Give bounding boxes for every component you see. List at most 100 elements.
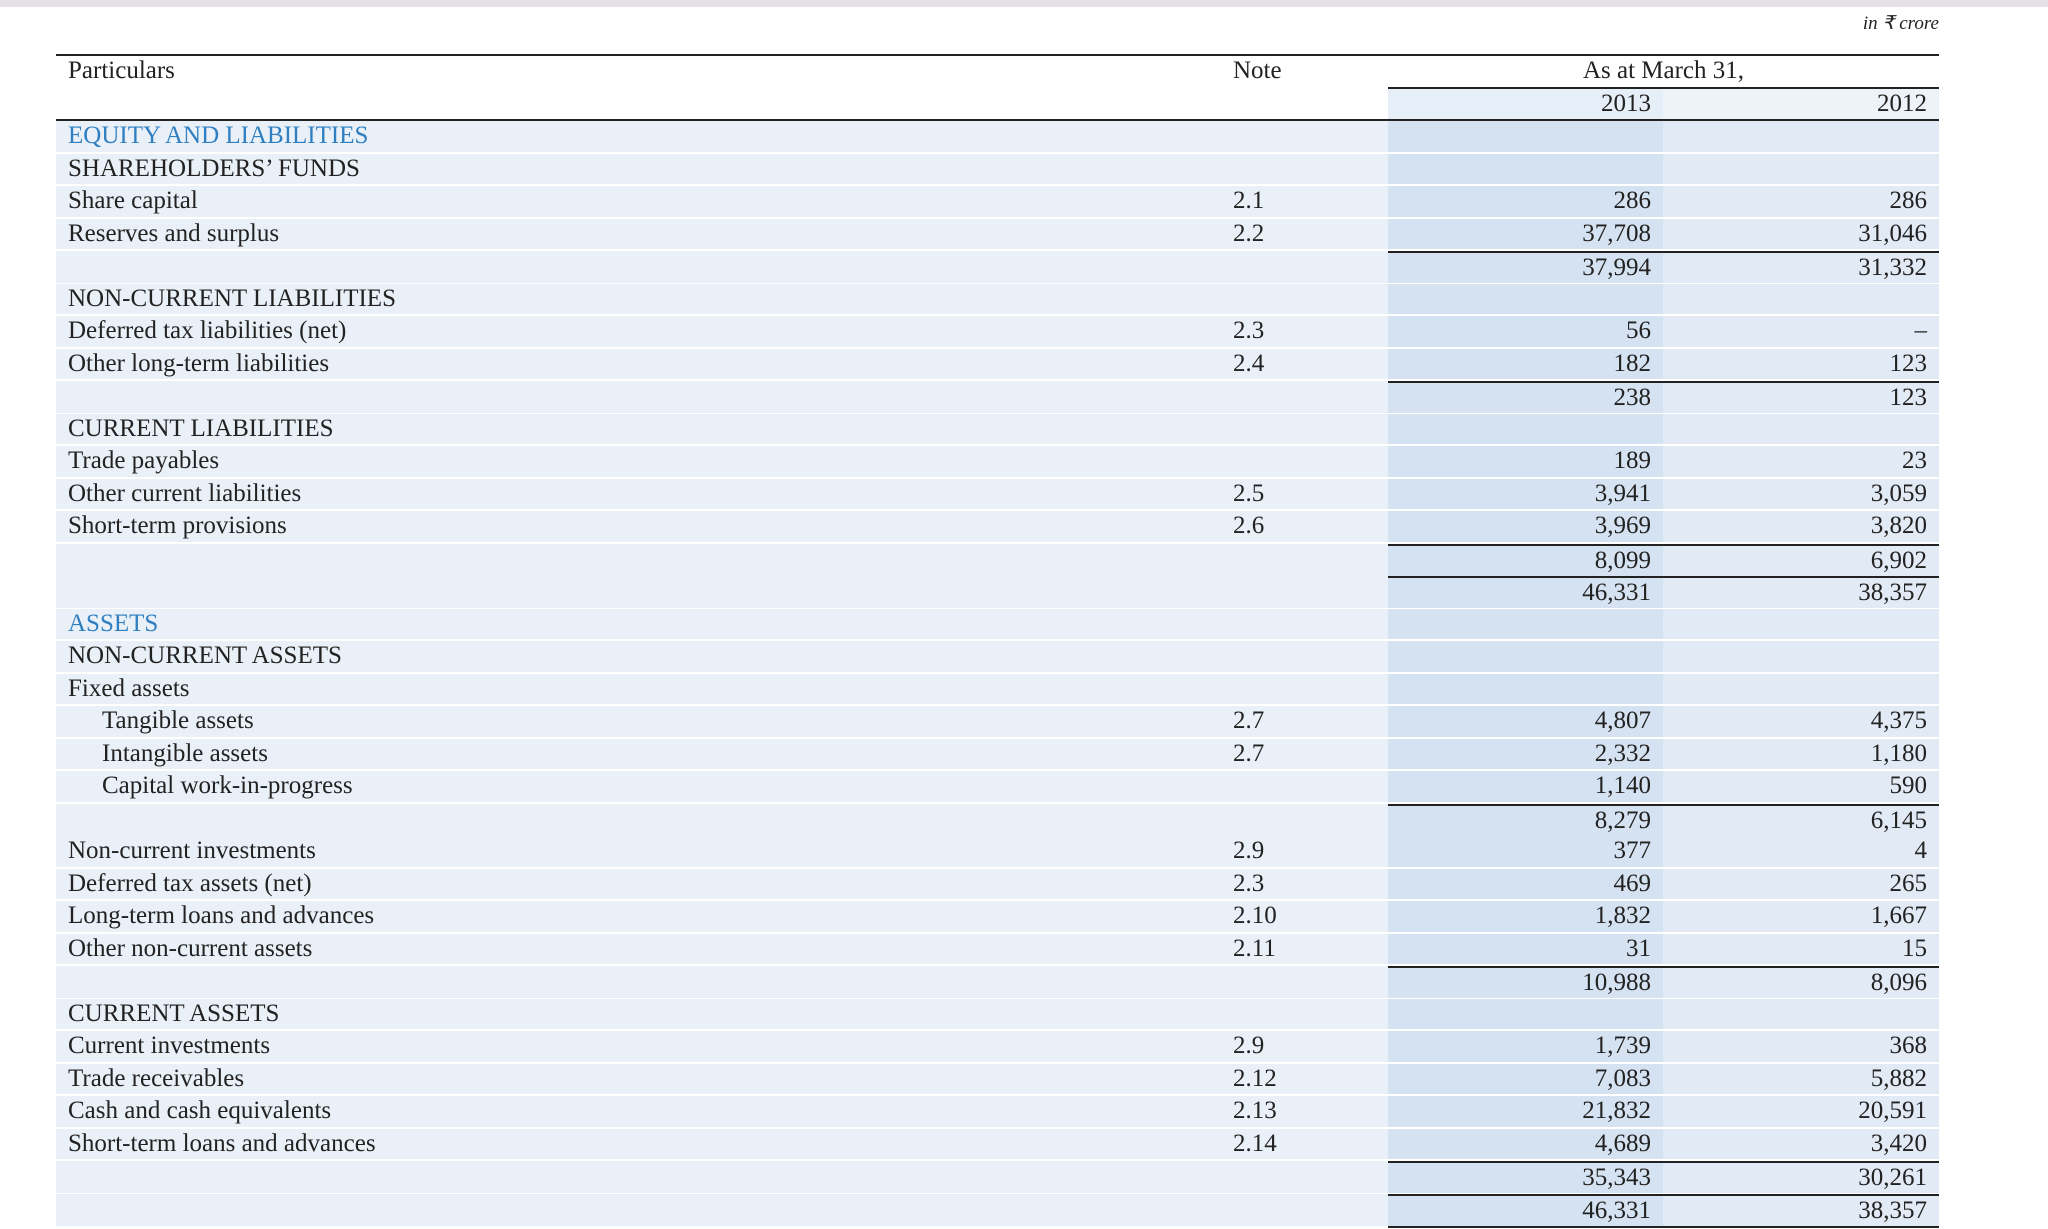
value-2012: 3,820 [1663, 511, 1939, 544]
value-2012 [1663, 998, 1939, 1031]
table-row: Short-term provisions 2.6 3,969 3,820 [56, 511, 1939, 544]
table-row: NON-CURRENT ASSETS [56, 641, 1939, 674]
value-2012: 4,375 [1663, 706, 1939, 739]
value-2012 [1663, 121, 1939, 154]
note: 2.9 [1221, 1031, 1388, 1064]
table-row: Tangible assets 2.7 4,807 4,375 [56, 706, 1939, 739]
particular: Deferred tax liabilities (net) [56, 316, 1221, 349]
value-2012: 3,059 [1663, 478, 1939, 511]
note [1221, 446, 1388, 479]
value-2012: 38,357 [1663, 576, 1939, 610]
note-header: Note [1221, 56, 1388, 89]
table-row: CURRENT ASSETS [56, 998, 1939, 1031]
particular [56, 966, 1221, 1000]
particular: Capital work-in-progress [56, 771, 1221, 804]
value-2013: 4,807 [1388, 706, 1663, 739]
value-2013: 35,343 [1388, 1161, 1663, 1195]
value-2013: 4,689 [1388, 1128, 1663, 1161]
particular: EQUITY AND LIABILITIES [56, 121, 1221, 154]
value-2012 [1663, 608, 1939, 641]
value-2012 [1663, 673, 1939, 706]
note: 2.4 [1221, 348, 1388, 381]
value-2013: 37,708 [1388, 218, 1663, 251]
value-2012: 20,591 [1663, 1096, 1939, 1129]
table-row: Intangible assets 2.7 2,332 1,180 [56, 738, 1939, 771]
table-row: 46,331 38,357 [56, 576, 1939, 610]
value-2013 [1388, 608, 1663, 641]
table-row: 10,988 8,096 [56, 966, 1939, 1000]
note [1221, 1193, 1388, 1228]
particular: Long-term loans and advances [56, 901, 1221, 934]
particular [56, 1193, 1221, 1228]
table-row: Short-term loans and advances 2.14 4,689 3,… [56, 1128, 1939, 1161]
table-row: Fixed assets [56, 673, 1939, 706]
period-header: As at March 31, [1388, 56, 1939, 89]
particular [56, 1161, 1221, 1195]
table-row: Current investments 2.9 1,739 368 [56, 1031, 1939, 1064]
value-2012: 590 [1663, 771, 1939, 804]
value-2013: 1,739 [1388, 1031, 1663, 1064]
particular: CURRENT ASSETS [56, 998, 1221, 1031]
value-2013: 377 [1388, 836, 1663, 869]
table-row: Capital work-in-progress 1,140 590 [56, 771, 1939, 804]
value-2012 [1663, 641, 1939, 674]
value-2013: 46,331 [1388, 576, 1663, 610]
note [1221, 413, 1388, 446]
table-row: Other non-current assets 2.11 31 15 [56, 933, 1939, 966]
note [1221, 771, 1388, 804]
note: 2.10 [1221, 901, 1388, 934]
year-header: 2012 [1663, 88, 1939, 119]
table-row: Other long-term liabilities 2.4 182 123 [56, 348, 1939, 381]
value-2013 [1388, 413, 1663, 446]
value-2013 [1388, 121, 1663, 154]
particular: Fixed assets [56, 673, 1221, 706]
particular: ASSETS [56, 608, 1221, 641]
table-row: 46,331 38,357 [56, 1193, 1939, 1228]
value-2013: 7,083 [1388, 1063, 1663, 1096]
particular: Short-term provisions [56, 511, 1221, 544]
particular: Reserves and surplus [56, 218, 1221, 251]
table-row: Cash and cash equivalents 2.13 21,832 20,59… [56, 1096, 1939, 1129]
table-row: 8,099 6,902 [56, 543, 1939, 578]
note: 2.13 [1221, 1096, 1388, 1129]
value-2012: 15 [1663, 933, 1939, 966]
note [1221, 121, 1388, 154]
particular: Non-current investments [56, 836, 1221, 869]
unit-label: in ₹ crore [1862, 13, 1939, 34]
value-2012: 1,180 [1663, 738, 1939, 771]
particular: Other current liabilities [56, 478, 1221, 511]
value-2012: 286 [1663, 186, 1939, 219]
particular [56, 251, 1221, 285]
note [1221, 998, 1388, 1031]
value-2012: 38,357 [1663, 1193, 1939, 1228]
particular: Current investments [56, 1031, 1221, 1064]
table-row: 37,994 31,332 [56, 251, 1939, 285]
table-row: ASSETS [56, 608, 1939, 641]
note: 2.3 [1221, 868, 1388, 901]
blank [1221, 88, 1388, 119]
value-2012: 123 [1663, 381, 1939, 415]
blank [56, 88, 1221, 119]
value-2013: 286 [1388, 186, 1663, 219]
note: 2.5 [1221, 478, 1388, 511]
note [1221, 803, 1388, 838]
particular [56, 543, 1221, 578]
balance-sheet: Particulars Note As at March 31, 2013 20… [56, 54, 1939, 1228]
value-2013: 46,331 [1388, 1193, 1663, 1228]
value-2012: 8,096 [1663, 966, 1939, 1000]
value-2012: 5,882 [1663, 1063, 1939, 1096]
note [1221, 283, 1388, 316]
header-row: Particulars Note As at March 31, [56, 56, 1939, 89]
value-2013: 21,832 [1388, 1096, 1663, 1129]
table-body: EQUITY AND LIABILITIES SHAREHOLDERS’ FUND… [56, 121, 1939, 1228]
table-row: Share capital 2.1 286 286 [56, 186, 1939, 219]
value-2012: 3,420 [1663, 1128, 1939, 1161]
value-2013: 8,279 [1388, 803, 1663, 838]
particular: Cash and cash equivalents [56, 1096, 1221, 1129]
particular: Short-term loans and advances [56, 1128, 1221, 1161]
value-2013 [1388, 153, 1663, 186]
particular [56, 576, 1221, 610]
note: 2.14 [1221, 1128, 1388, 1161]
value-2013: 2,332 [1388, 738, 1663, 771]
value-2013: 469 [1388, 868, 1663, 901]
